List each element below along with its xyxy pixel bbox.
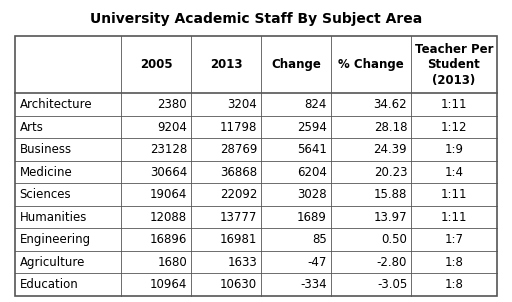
Text: 28769: 28769 [220, 143, 257, 156]
Text: 1689: 1689 [297, 211, 327, 224]
Text: 1:7: 1:7 [444, 233, 463, 246]
Text: 2005: 2005 [140, 58, 173, 71]
Text: 34.62: 34.62 [374, 98, 407, 111]
Text: 16896: 16896 [150, 233, 187, 246]
Text: 10964: 10964 [150, 278, 187, 291]
Text: 1:11: 1:11 [441, 188, 467, 201]
Text: 6204: 6204 [297, 166, 327, 179]
Text: Arts: Arts [19, 120, 44, 134]
Text: -2.80: -2.80 [377, 256, 407, 269]
Text: 11798: 11798 [220, 120, 257, 134]
Text: 16981: 16981 [220, 233, 257, 246]
Text: 1:4: 1:4 [444, 166, 463, 179]
Text: 85: 85 [312, 233, 327, 246]
Text: Medicine: Medicine [19, 166, 72, 179]
Text: 824: 824 [305, 98, 327, 111]
Text: Engineering: Engineering [19, 233, 91, 246]
Text: -3.05: -3.05 [377, 278, 407, 291]
Text: 12088: 12088 [150, 211, 187, 224]
Text: 1:12: 1:12 [441, 120, 467, 134]
Text: 1:8: 1:8 [444, 278, 463, 291]
Text: Teacher Per
Student
(2013): Teacher Per Student (2013) [415, 43, 493, 87]
Text: 1:8: 1:8 [444, 256, 463, 269]
Text: 1:11: 1:11 [441, 211, 467, 224]
Text: 10630: 10630 [220, 278, 257, 291]
Text: Agriculture: Agriculture [19, 256, 85, 269]
Text: 1:9: 1:9 [444, 143, 463, 156]
Text: 19064: 19064 [150, 188, 187, 201]
Text: Humanities: Humanities [19, 211, 87, 224]
Text: 0.50: 0.50 [381, 233, 407, 246]
Text: 5641: 5641 [297, 143, 327, 156]
Text: Architecture: Architecture [19, 98, 92, 111]
Text: 13777: 13777 [220, 211, 257, 224]
Text: -47: -47 [308, 256, 327, 269]
Text: 13.97: 13.97 [374, 211, 407, 224]
Text: Business: Business [19, 143, 72, 156]
Text: 3028: 3028 [297, 188, 327, 201]
Text: 24.39: 24.39 [374, 143, 407, 156]
Text: -334: -334 [301, 278, 327, 291]
Text: Change: Change [271, 58, 321, 71]
Text: 9204: 9204 [157, 120, 187, 134]
Text: 22092: 22092 [220, 188, 257, 201]
Text: 30664: 30664 [150, 166, 187, 179]
Text: 23128: 23128 [150, 143, 187, 156]
Text: 1633: 1633 [227, 256, 257, 269]
Text: 1680: 1680 [158, 256, 187, 269]
Text: Education: Education [19, 278, 78, 291]
Text: University Academic Staff By Subject Area: University Academic Staff By Subject Are… [90, 12, 422, 26]
Text: 36868: 36868 [220, 166, 257, 179]
Text: 20.23: 20.23 [374, 166, 407, 179]
Text: 28.18: 28.18 [374, 120, 407, 134]
Text: 2594: 2594 [297, 120, 327, 134]
Text: Sciences: Sciences [19, 188, 71, 201]
Text: 2380: 2380 [158, 98, 187, 111]
Text: % Change: % Change [338, 58, 404, 71]
Text: 1:11: 1:11 [441, 98, 467, 111]
Text: 15.88: 15.88 [374, 188, 407, 201]
Text: 3204: 3204 [227, 98, 257, 111]
Text: 2013: 2013 [210, 58, 243, 71]
Bar [15, 36, 497, 296]
